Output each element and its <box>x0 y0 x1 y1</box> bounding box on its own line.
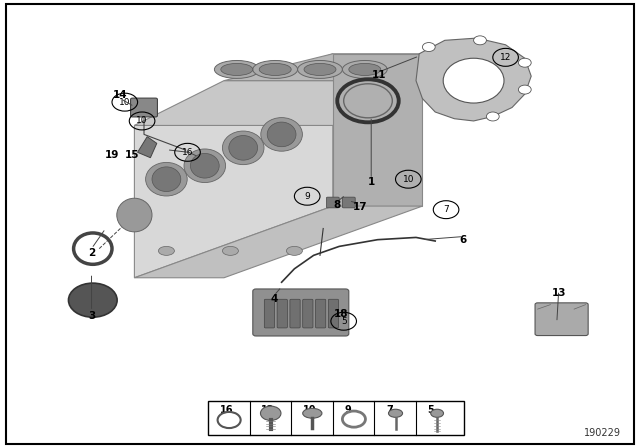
Ellipse shape <box>229 135 257 160</box>
Text: 190229: 190229 <box>584 428 621 438</box>
Circle shape <box>518 58 531 67</box>
Ellipse shape <box>342 60 387 78</box>
Text: 8: 8 <box>333 200 341 210</box>
Text: 7: 7 <box>444 205 449 214</box>
Polygon shape <box>138 137 157 158</box>
Ellipse shape <box>303 409 322 418</box>
Ellipse shape <box>259 64 291 76</box>
Text: 18: 18 <box>334 310 348 319</box>
FancyBboxPatch shape <box>326 197 339 208</box>
Ellipse shape <box>349 64 381 76</box>
Ellipse shape <box>223 246 238 255</box>
Text: 17: 17 <box>353 202 367 212</box>
Text: 6: 6 <box>460 235 467 245</box>
Text: 7: 7 <box>386 405 393 415</box>
Ellipse shape <box>158 246 174 255</box>
FancyBboxPatch shape <box>328 299 339 328</box>
Ellipse shape <box>221 64 253 76</box>
Text: 4: 4 <box>270 294 278 304</box>
Text: 10: 10 <box>119 98 131 107</box>
Polygon shape <box>134 206 422 278</box>
Text: 15: 15 <box>125 151 140 160</box>
Text: 19: 19 <box>105 151 119 160</box>
Text: 10: 10 <box>403 175 414 184</box>
FancyBboxPatch shape <box>316 299 326 328</box>
Ellipse shape <box>388 409 403 418</box>
Text: 9: 9 <box>344 405 351 415</box>
Polygon shape <box>134 54 333 278</box>
FancyBboxPatch shape <box>342 197 355 208</box>
Ellipse shape <box>152 167 181 192</box>
Text: 3: 3 <box>88 311 95 321</box>
FancyBboxPatch shape <box>303 299 313 328</box>
Text: 1: 1 <box>367 177 375 187</box>
Polygon shape <box>333 54 422 206</box>
Text: 2: 2 <box>88 248 95 258</box>
Text: 13: 13 <box>552 289 566 298</box>
Circle shape <box>422 43 435 52</box>
Ellipse shape <box>117 198 152 232</box>
Ellipse shape <box>191 153 219 178</box>
Ellipse shape <box>261 118 303 151</box>
Circle shape <box>486 112 499 121</box>
Circle shape <box>260 406 281 420</box>
Polygon shape <box>416 38 531 121</box>
Ellipse shape <box>223 131 264 165</box>
Text: 10: 10 <box>303 405 316 415</box>
Ellipse shape <box>431 409 444 418</box>
Ellipse shape <box>184 149 226 183</box>
Ellipse shape <box>146 162 188 196</box>
Ellipse shape <box>214 60 259 78</box>
Text: 12: 12 <box>261 405 275 415</box>
Ellipse shape <box>298 60 342 78</box>
Text: 5: 5 <box>428 405 435 415</box>
Ellipse shape <box>253 60 298 78</box>
Text: 5: 5 <box>341 317 346 326</box>
Circle shape <box>518 85 531 94</box>
FancyBboxPatch shape <box>208 401 464 435</box>
Text: 12: 12 <box>500 53 511 62</box>
Text: 16: 16 <box>182 148 193 157</box>
FancyBboxPatch shape <box>277 299 287 328</box>
Ellipse shape <box>444 58 504 103</box>
FancyBboxPatch shape <box>253 289 349 336</box>
FancyBboxPatch shape <box>264 299 275 328</box>
FancyBboxPatch shape <box>290 299 300 328</box>
Text: 9: 9 <box>305 192 310 201</box>
Text: 16: 16 <box>220 405 233 415</box>
Ellipse shape <box>287 246 303 255</box>
Text: 11: 11 <box>372 70 387 80</box>
Circle shape <box>68 283 117 317</box>
Polygon shape <box>224 54 422 81</box>
Text: 14: 14 <box>113 90 127 100</box>
Ellipse shape <box>268 122 296 147</box>
Ellipse shape <box>304 64 336 76</box>
FancyBboxPatch shape <box>535 303 588 336</box>
FancyBboxPatch shape <box>131 98 157 117</box>
Text: 10: 10 <box>136 116 148 125</box>
Circle shape <box>474 36 486 45</box>
Polygon shape <box>134 81 422 125</box>
